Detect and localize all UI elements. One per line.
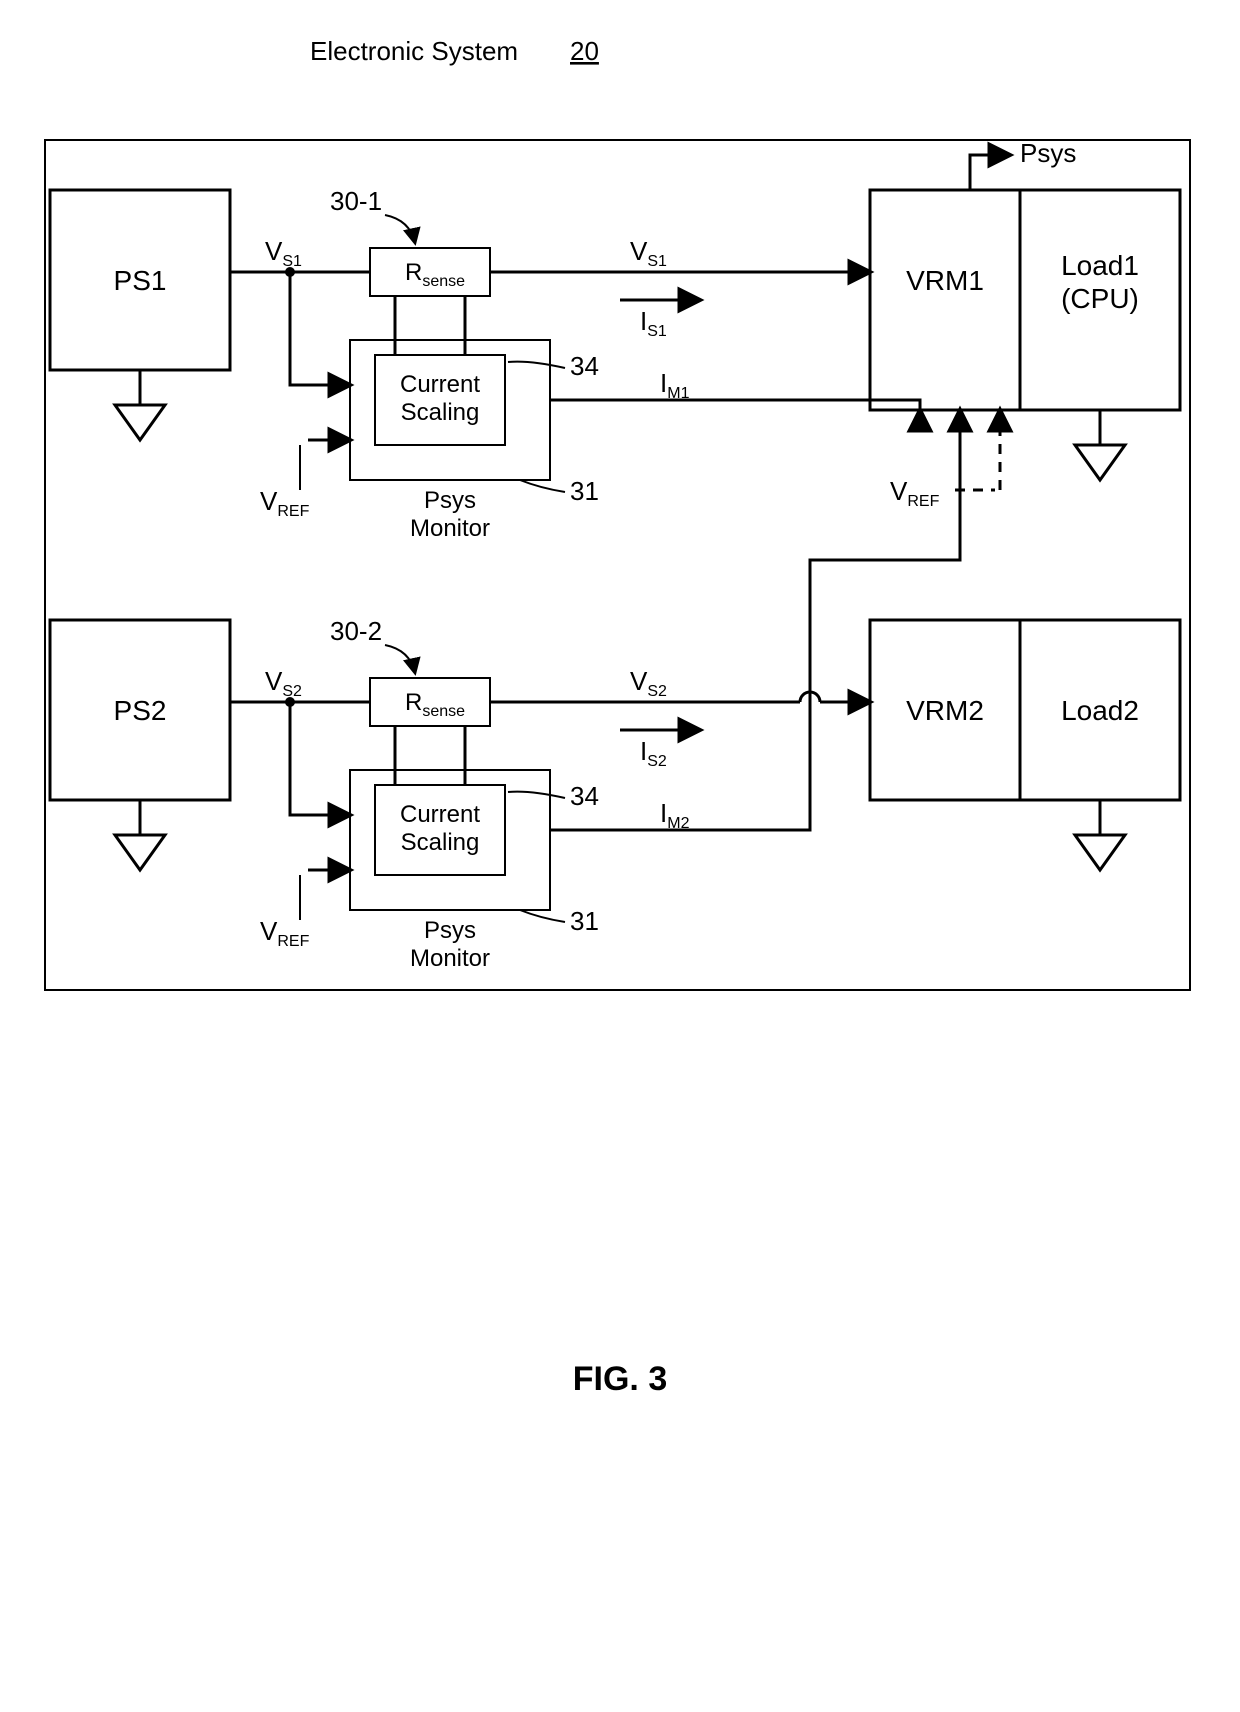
ps1-ground [115, 370, 165, 440]
curscale2-l1: Current [400, 801, 480, 828]
load2-ground [1075, 800, 1125, 870]
vrm1-block [870, 190, 1020, 410]
channel-2: PS2 Rsense Current Scaling Psys Monitor … [50, 410, 1180, 972]
r30-2-label: 30-2 [330, 616, 382, 646]
ps2-ground [115, 800, 165, 870]
channel-1: PS1 Rsense Current Scaling Psys Monitor … [50, 138, 1180, 542]
wire-rsense2-vrm2 [490, 692, 870, 702]
r34-2-label: 34 [570, 781, 599, 811]
r31-2-leader [520, 910, 565, 922]
r30-1-arrow [385, 215, 415, 243]
wire-psys-out [970, 155, 1010, 190]
vref2-label: VREF [260, 916, 310, 950]
figure-label: FIG. 3 [573, 1360, 667, 1398]
r31-1-label: 31 [570, 476, 599, 506]
is1-label: IS1 [640, 306, 667, 340]
wire-vs2-mon [290, 702, 350, 815]
vref1-label: VREF [260, 486, 310, 520]
curscale1-l2: Scaling [401, 399, 480, 426]
load1-ground [1075, 410, 1125, 480]
curscale1-l1: Current [400, 371, 480, 398]
r34-1-label: 34 [570, 351, 599, 381]
vrm2-label: VRM2 [906, 695, 984, 726]
vs1-left-label: VS1 [265, 236, 302, 270]
diagram-canvas: Electronic System 20 PS1 Rsense Current … [0, 0, 1240, 1712]
r31-2-label: 31 [570, 906, 599, 936]
load2-label: Load2 [1061, 695, 1139, 726]
is2-label: IS2 [640, 736, 667, 770]
vs2-right-label: VS2 [630, 666, 667, 700]
wire-vs1-mon [290, 272, 350, 385]
im1-label: IM1 [660, 368, 690, 402]
r31-1-leader [520, 480, 565, 492]
r30-2-arrow [385, 645, 415, 673]
load1-l1: Load1 [1061, 250, 1139, 281]
vref-vrm1-label: VREF [890, 476, 940, 510]
ps2-label: PS2 [114, 695, 167, 726]
wire-im1 [550, 400, 920, 410]
psysmon2-l1: Psys [424, 917, 476, 944]
psysmon1-l1: Psys [424, 487, 476, 514]
vs1-right-label: VS1 [630, 236, 667, 270]
vs2-left-label: VS2 [265, 666, 302, 700]
vrm1-label: VRM1 [906, 265, 984, 296]
psys-label: Psys [1020, 138, 1076, 168]
load1-l2: (CPU) [1061, 283, 1139, 314]
title-text: Electronic System [310, 36, 518, 66]
r30-1-label: 30-1 [330, 186, 382, 216]
curscale2-l2: Scaling [401, 829, 480, 856]
im2-label: IM2 [660, 798, 690, 832]
title-ref: 20 [570, 36, 599, 66]
ps1-label: PS1 [114, 265, 167, 296]
psysmon1-l2: Monitor [410, 515, 490, 542]
psysmon2-l2: Monitor [410, 945, 490, 972]
